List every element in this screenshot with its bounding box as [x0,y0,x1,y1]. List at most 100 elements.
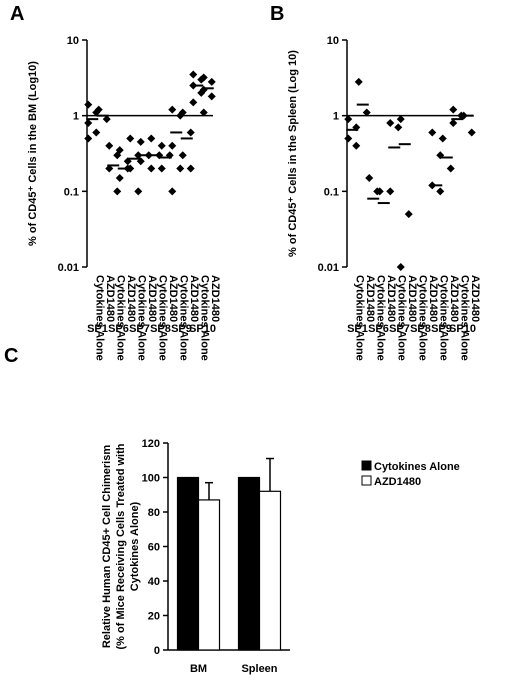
x-tick-label: Cytokines Alone [177,275,189,361]
bar [197,499,221,651]
legend-label: AZD1480 [374,476,421,488]
y-tick-label: 0.01 [318,262,339,274]
data-point [189,70,198,79]
x-tick-label: AZD1480 [125,275,137,322]
panel-label: A [10,3,24,25]
data-point [365,174,374,183]
data-point [352,123,361,132]
y-tick-label: 80 [148,507,160,519]
x-tick-label: AZD1480 [188,275,200,322]
data-point [344,134,353,143]
data-point [396,263,405,271]
group-label: SP6 [368,323,389,335]
x-tick-label: Cytokines Alone [437,275,449,361]
data-point [449,118,458,127]
data-point [105,164,114,173]
y-tick-label: 10 [67,35,79,47]
legend-swatch [361,460,372,471]
data-point [176,164,185,173]
data-point [178,108,187,117]
data-point [375,187,384,196]
data-point [115,146,124,155]
y-axis-label: % of CD45⁺ Cells in the Spleen (Log 10) [287,50,299,257]
x-tick-label: AZD1480 [427,275,439,322]
group-label: SP1 [87,323,108,335]
x-tick-label: Cytokines Alone [156,275,168,361]
bar [237,476,261,651]
legend-label: Cytokines Alone [374,461,460,473]
x-tick-label: Cytokines Alone [93,275,105,361]
x-tick-label: AZD1480 [209,275,221,322]
group-label: SP7 [129,323,150,335]
y-tick-label: 40 [148,576,160,588]
data-point [386,118,395,127]
x-tick-label: AZD1480 [104,275,116,322]
data-point [136,157,145,166]
y-tick-label: 60 [148,542,160,554]
group-label: SP8 [150,323,171,335]
y-tick-label: 10 [327,35,339,47]
y-axis-label: Cytokines Alone) [129,501,141,591]
group-label: SP10 [449,323,476,335]
data-point [186,164,195,173]
y-axis-label: Relative Human CD45+ Cell Chimerism [101,445,113,648]
y-tick-label: 0.1 [324,186,339,198]
data-point [352,141,361,150]
y-tick-label: 0.01 [58,262,79,274]
x-tick-label: AZD1480 [146,275,158,322]
data-point [207,77,216,86]
data-point [404,210,413,219]
y-tick-label: 20 [148,611,160,623]
x-tick-label: Spleen [241,663,277,675]
x-tick-label: AZD1480 [167,275,179,322]
data-point [199,108,208,117]
data-point [126,164,135,173]
x-tick-label: Cytokines Alone [395,275,407,361]
data-point [446,164,455,173]
y-tick-label: 120 [142,438,160,450]
data-point [362,108,371,117]
data-point [344,115,353,124]
data-point [449,105,458,114]
group-label: SP7 [389,323,410,335]
x-tick-label: Cytokines Alone [374,275,386,361]
data-point [147,164,156,173]
group-label: SP9 [431,323,452,335]
data-point [207,92,216,101]
data-point [92,128,101,137]
group-label: SP6 [108,323,129,335]
panel-label: C [4,345,18,367]
data-point [115,174,124,183]
panel-label: B [270,3,284,25]
data-point [84,118,93,127]
group-label: SP9 [171,323,192,335]
x-tick-label: AZD1480 [406,275,418,322]
bar [176,476,200,651]
data-point [134,187,143,196]
bar [258,490,282,651]
data-point [136,137,145,146]
data-point [436,187,445,196]
y-tick-label: 100 [142,473,160,485]
data-point [386,187,395,196]
y-tick-label: 1 [73,111,79,123]
x-tick-label: AZD1480 [448,275,460,322]
data-point [396,115,405,124]
x-tick-label: Cytokines Alone [416,275,428,361]
y-tick-label: 1 [333,111,339,123]
y-axis-label: % of CD45⁺ Cells in the BM (Log10) [27,61,39,246]
data-point [84,100,93,109]
data-point [168,187,177,196]
data-point [157,164,166,173]
data-point [105,141,114,150]
y-tick-label: 0.1 [64,186,79,198]
data-point [168,105,177,114]
data-point [102,115,111,124]
x-tick-label: Cytokines Alone [458,275,470,361]
x-tick-label: AZD1480 [385,275,397,322]
data-point [126,134,135,143]
x-tick-label: Cytokines Alone [353,275,365,361]
data-point [186,128,195,137]
data-point [113,187,122,196]
